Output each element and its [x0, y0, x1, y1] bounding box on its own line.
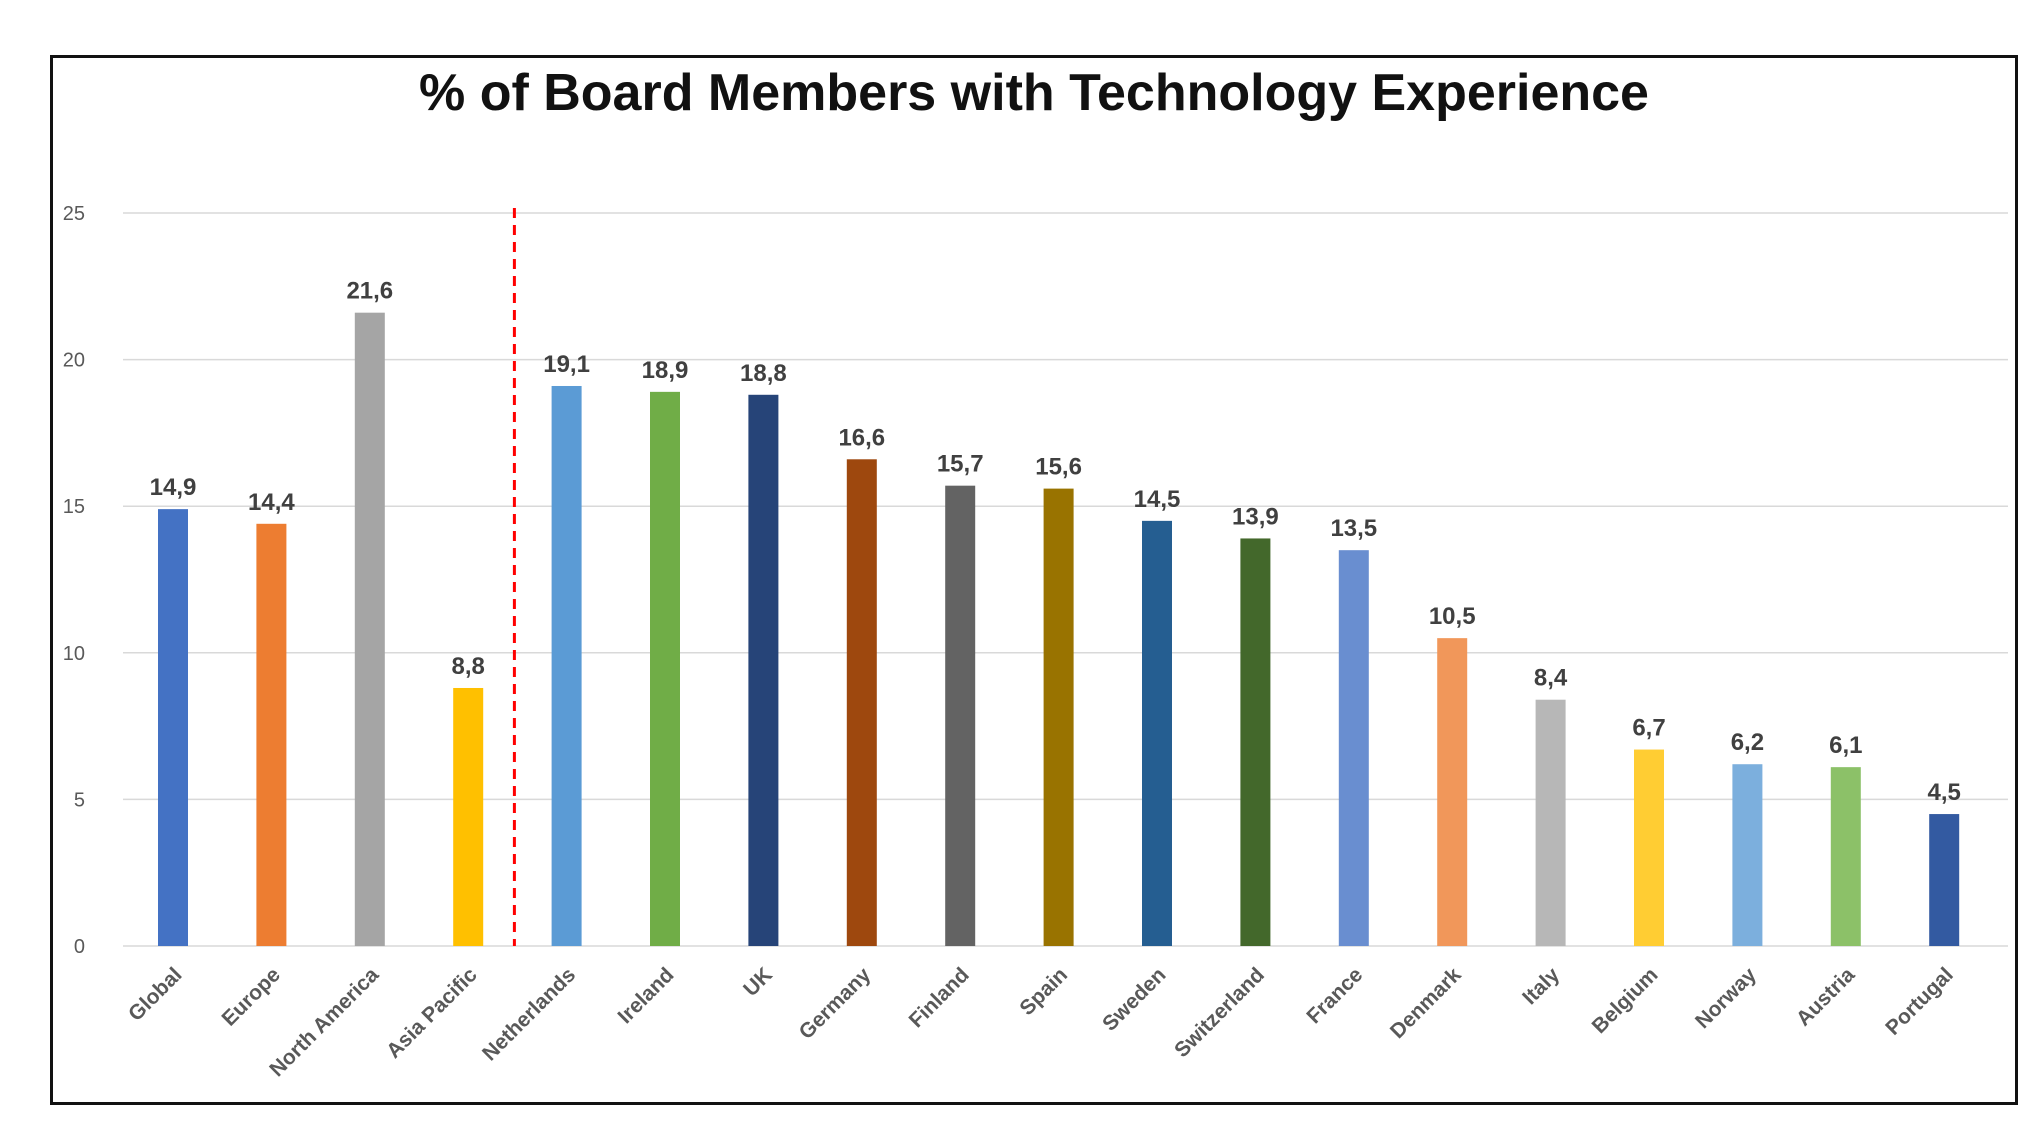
- x-tick-label: Belgium: [1588, 963, 1663, 1038]
- chart-frame: % of Board Members with Technology Exper…: [50, 55, 2018, 1105]
- x-tick-label: Norway: [1691, 963, 1761, 1033]
- bar-sweden: [1142, 520, 1172, 946]
- data-label: 6,1: [1829, 732, 1862, 759]
- y-tick-label: 10: [63, 643, 85, 665]
- bar-norway: [1732, 764, 1763, 946]
- bar-global: [158, 509, 188, 946]
- data-label: 15,7: [937, 451, 984, 478]
- x-tick-label: Germany: [795, 963, 876, 1044]
- y-tick-label: 15: [63, 496, 85, 518]
- x-tick-label: Finland: [905, 963, 974, 1032]
- x-tick-label: France: [1302, 963, 1367, 1028]
- data-label: 10,5: [1429, 603, 1476, 630]
- data-label: 18,8: [740, 360, 787, 387]
- x-tick-label: Italy: [1518, 963, 1564, 1009]
- data-label: 14,9: [150, 474, 197, 501]
- y-tick-label: 0: [74, 936, 85, 958]
- bar-belgium: [1634, 749, 1664, 946]
- data-label: 15,6: [1035, 454, 1082, 481]
- x-tick-label: Europe: [218, 963, 285, 1030]
- bar-portugal: [1929, 814, 1960, 946]
- x-tick-label: Spain: [1015, 963, 1072, 1020]
- x-tick-label: UK: [739, 963, 777, 1001]
- bar-netherlands: [551, 385, 582, 946]
- bar-spain: [1043, 488, 1074, 946]
- data-label: 19,1: [543, 351, 590, 378]
- x-tick-label: Global: [124, 963, 186, 1025]
- bar-north-america: [354, 312, 385, 946]
- bar-asia-pacific: [453, 687, 484, 946]
- bar-finland: [945, 485, 976, 946]
- data-label: 6,7: [1632, 715, 1665, 742]
- x-tick-label: Ireland: [614, 963, 679, 1028]
- bar-uk: [748, 394, 779, 946]
- x-tick-label: Switzerland: [1170, 963, 1269, 1062]
- data-labels: 14,9 14,4 21,6 8,8 19,1 18,9 18,8 16,6 15,7 15,6 1…: [150, 278, 1961, 806]
- y-tick-label: 20: [63, 350, 85, 372]
- bar-europe: [256, 523, 287, 946]
- y-tick-label: 25: [63, 203, 85, 225]
- data-label: 14,4: [248, 489, 295, 516]
- data-label: 13,9: [1232, 503, 1279, 530]
- x-tick-label: Denmark: [1386, 963, 1466, 1043]
- bar-ireland: [650, 391, 680, 946]
- bars: [158, 312, 1960, 946]
- x-tick-label: Asia Pacific: [382, 963, 482, 1063]
- y-axis-ticks: 0 5 10 15 20 25: [63, 203, 85, 958]
- data-label: 4,5: [1928, 779, 1961, 806]
- data-label: 8,8: [452, 653, 485, 680]
- bar-france: [1338, 550, 1369, 946]
- chart-title: % of Board Members with Technology Exper…: [419, 64, 1649, 122]
- data-label: 13,5: [1330, 515, 1377, 542]
- bar-austria: [1830, 767, 1861, 946]
- data-label: 16,6: [838, 424, 885, 451]
- bar-germany: [846, 459, 877, 946]
- x-tick-label: Sweden: [1098, 963, 1170, 1035]
- bar-switzerland: [1240, 538, 1271, 946]
- data-label: 21,6: [346, 278, 393, 305]
- x-tick-label: Portugal: [1881, 963, 1957, 1039]
- data-label: 6,2: [1731, 729, 1764, 756]
- bar-italy: [1535, 699, 1566, 946]
- bar-denmark: [1437, 638, 1468, 946]
- data-label: 8,4: [1534, 665, 1568, 692]
- chart-svg: % of Board Members with Technology Exper…: [63, 64, 2008, 1081]
- data-label: 14,5: [1134, 486, 1181, 513]
- x-tick-label: Austria: [1792, 963, 1860, 1031]
- y-tick-label: 5: [74, 789, 85, 811]
- data-label: 18,9: [642, 357, 689, 384]
- x-tick-label: Netherlands: [478, 963, 580, 1065]
